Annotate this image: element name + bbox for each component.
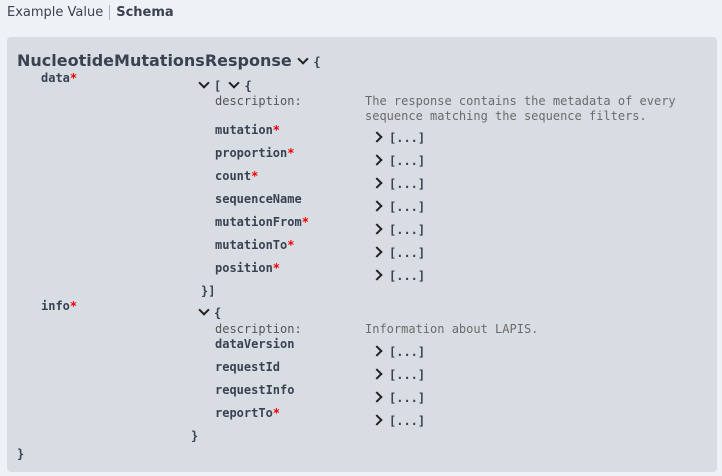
- collapsed-label[interactable]: [...]: [389, 269, 426, 283]
- expand-count[interactable]: [...]: [371, 177, 426, 191]
- collapsed-label[interactable]: [...]: [389, 345, 426, 359]
- prop-name: dataVersion: [215, 337, 295, 351]
- expand-position[interactable]: [...]: [371, 269, 426, 283]
- prop-info: info*: [41, 299, 77, 313]
- chevron-right-icon[interactable]: [371, 246, 383, 258]
- chevron-right-icon[interactable]: [371, 345, 383, 357]
- chevron-down-icon[interactable]: [198, 304, 210, 316]
- prop-position: position*: [215, 261, 280, 275]
- required-marker: *: [301, 215, 309, 229]
- prop-mutationTo: mutationTo*: [215, 238, 294, 252]
- prop-name: info: [41, 299, 70, 313]
- expand-sequenceName[interactable]: [...]: [371, 200, 426, 214]
- collapsed-label[interactable]: [...]: [389, 177, 426, 191]
- prop-name: data: [41, 71, 70, 85]
- prop-dataVersion: dataVersion: [215, 337, 294, 351]
- prop-requestId: requestId: [215, 360, 280, 374]
- prop-mutationFrom: mutationFrom*: [215, 215, 309, 229]
- prop-name: mutationFrom: [215, 215, 302, 229]
- schema-panel: [7, 37, 717, 472]
- prop-mutation: mutation*: [215, 123, 280, 137]
- chevron-down-icon[interactable]: [297, 53, 309, 65]
- data-array-toggle[interactable]: [ {: [198, 77, 252, 93]
- prop-name: mutation: [215, 123, 273, 137]
- expand-mutation[interactable]: [...]: [371, 131, 426, 145]
- chevron-right-icon[interactable]: [371, 223, 383, 235]
- required-marker: *: [287, 146, 295, 160]
- tab-divider: [109, 5, 111, 20]
- chevron-right-icon[interactable]: [371, 368, 383, 380]
- required-marker: *: [272, 406, 281, 420]
- description-text: Information about LAPIS.: [365, 322, 539, 336]
- schema-title-text: NucleotideMutationsResponse: [17, 51, 292, 70]
- description-label: description:: [215, 94, 302, 108]
- expand-mutationFrom[interactable]: [...]: [371, 223, 426, 237]
- info-object-toggle[interactable]: {: [198, 304, 221, 320]
- description-label: description:: [215, 322, 302, 336]
- collapsed-label[interactable]: [...]: [389, 223, 426, 237]
- expand-reportTo[interactable]: [...]: [371, 414, 426, 428]
- collapsed-label[interactable]: [...]: [389, 200, 426, 214]
- expand-mutationTo[interactable]: [...]: [371, 246, 426, 260]
- chevron-right-icon[interactable]: [371, 391, 383, 403]
- required-marker: *: [272, 123, 281, 137]
- collapsed-label[interactable]: [...]: [389, 391, 426, 405]
- expand-requestInfo[interactable]: [...]: [371, 391, 426, 405]
- collapsed-label[interactable]: [...]: [389, 246, 426, 260]
- required-marker: *: [272, 261, 281, 275]
- expand-requestId[interactable]: [...]: [371, 368, 426, 382]
- schema-title[interactable]: NucleotideMutationsResponse {: [17, 51, 321, 70]
- prop-proportion: proportion*: [215, 146, 294, 160]
- prop-name: position: [215, 261, 273, 275]
- prop-name: sequenceName: [215, 192, 302, 206]
- prop-requestInfo: requestInfo: [215, 383, 294, 397]
- chevron-right-icon[interactable]: [371, 177, 383, 189]
- chevron-right-icon[interactable]: [371, 269, 383, 281]
- prop-name: proportion: [215, 146, 288, 160]
- chevron-right-icon[interactable]: [371, 131, 383, 143]
- prop-sequenceName: sequenceName: [215, 192, 302, 206]
- description-text: The response contains the metadata of ev…: [365, 94, 676, 123]
- close-root: }: [17, 447, 25, 461]
- collapsed-label[interactable]: [...]: [389, 131, 426, 145]
- required-marker: *: [287, 238, 295, 252]
- prop-reportTo: reportTo*: [215, 406, 280, 420]
- expand-proportion[interactable]: [...]: [371, 154, 426, 168]
- prop-data: data*: [41, 71, 77, 85]
- prop-name: reportTo: [215, 406, 273, 420]
- collapsed-label[interactable]: [...]: [389, 414, 426, 428]
- prop-name: requestInfo: [215, 383, 295, 397]
- chevron-down-icon[interactable]: [228, 77, 241, 89]
- chevron-right-icon[interactable]: [371, 414, 383, 426]
- prop-name: count: [215, 169, 252, 183]
- prop-count: count*: [215, 169, 258, 183]
- open-brace: {: [313, 55, 321, 69]
- required-marker: *: [69, 71, 78, 85]
- expand-dataVersion[interactable]: [...]: [371, 345, 426, 359]
- collapsed-label[interactable]: [...]: [389, 368, 426, 382]
- prop-name: requestId: [215, 360, 281, 374]
- model-tabs: Example Value Schema: [7, 5, 174, 20]
- required-marker: *: [69, 299, 78, 313]
- required-marker: *: [251, 169, 259, 183]
- collapsed-label[interactable]: [...]: [389, 154, 426, 168]
- chevron-right-icon[interactable]: [371, 154, 383, 166]
- tab-example-value[interactable]: Example Value: [7, 5, 104, 20]
- close-array: }]: [201, 284, 216, 298]
- close-object: }: [191, 429, 199, 443]
- tab-schema[interactable]: Schema: [116, 5, 174, 20]
- chevron-right-icon[interactable]: [371, 200, 383, 212]
- chevron-down-icon[interactable]: [198, 77, 210, 89]
- prop-name: mutationTo: [215, 238, 288, 252]
